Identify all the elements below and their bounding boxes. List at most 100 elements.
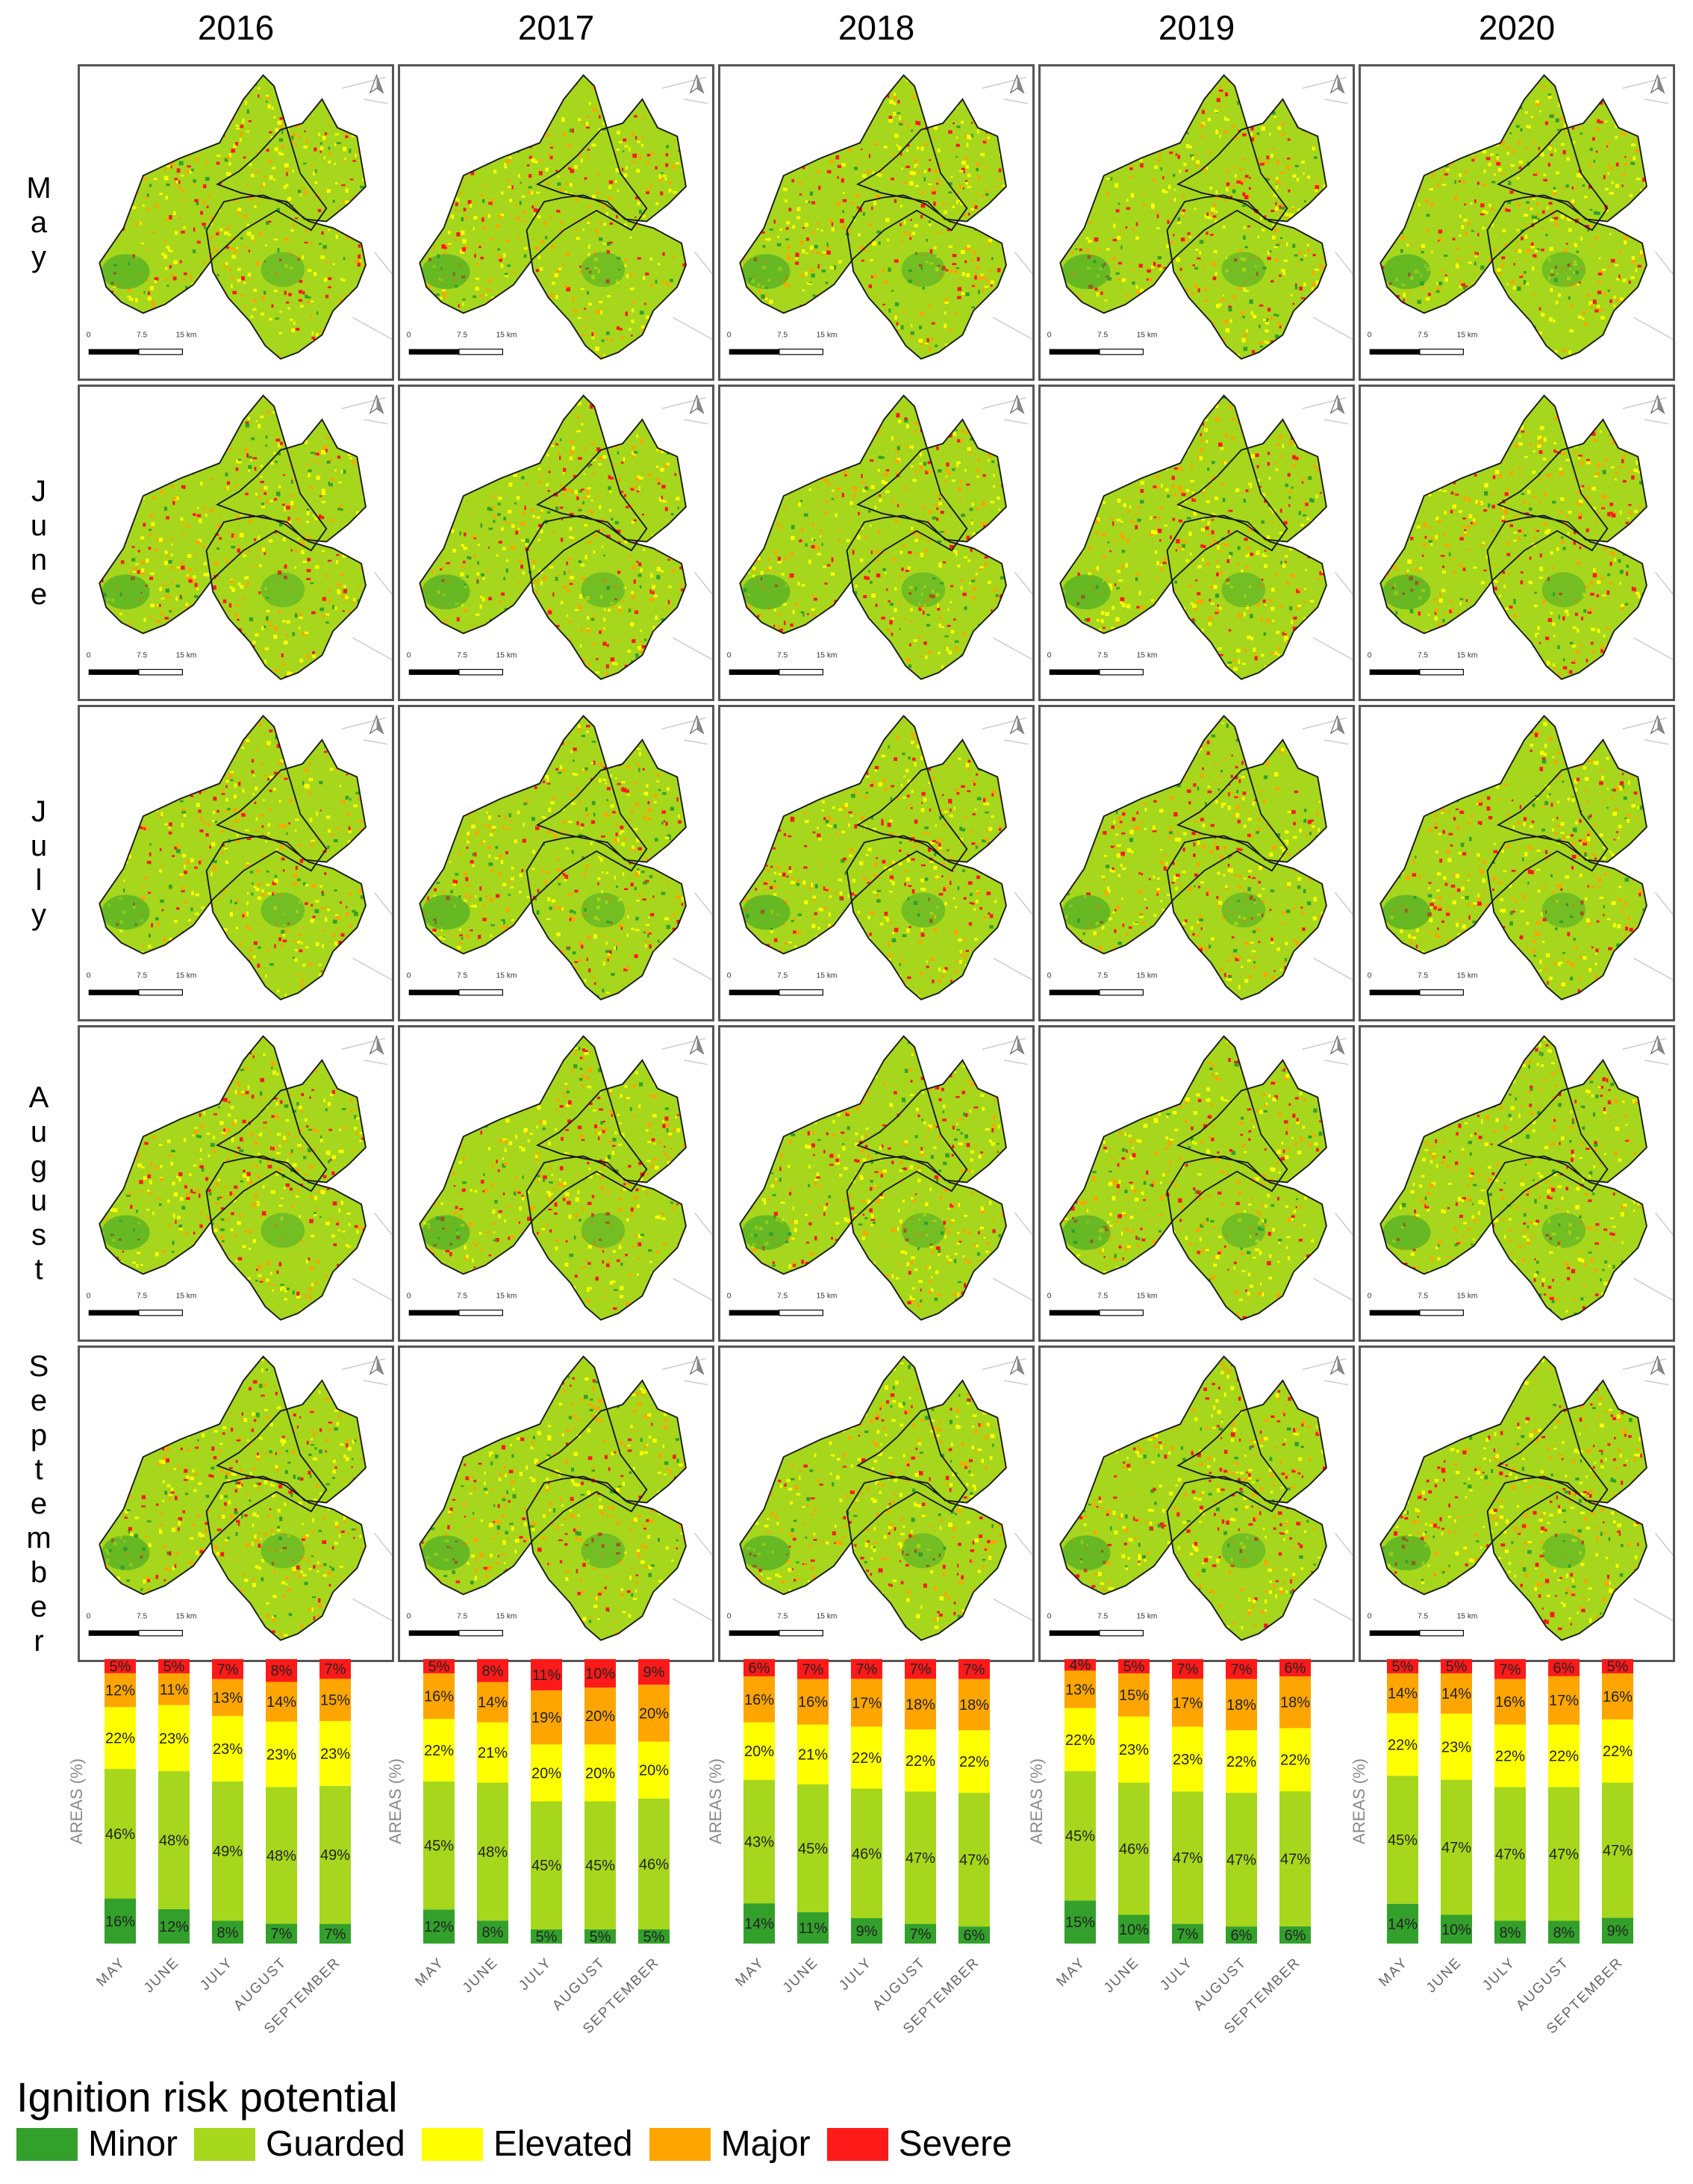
- map-panel-june-2017: 0 7.5 15 km: [398, 385, 714, 701]
- bar-segment-elevated-may: [1387, 1713, 1418, 1776]
- bar-value-label: 7%: [1177, 1926, 1199, 1943]
- bar-value-label: 6%: [1553, 1660, 1575, 1676]
- bar-segment-elevated-july: [1494, 1724, 1526, 1788]
- north-arrow-icon: [369, 394, 384, 414]
- scale-bar: 0 7.5 15 km: [727, 651, 837, 676]
- bar-value-label: 47%: [1173, 1850, 1203, 1867]
- scale-tick-label: 0: [1047, 651, 1052, 659]
- north-arrow-icon: [1650, 74, 1665, 94]
- bar-segment-severe-may: [1064, 1659, 1096, 1671]
- bar-value-label: 19%: [531, 1710, 561, 1726]
- bar-value-label: 21%: [478, 1745, 508, 1761]
- x-tick-label-june: JUNE: [1101, 1955, 1143, 1997]
- bar-segment-guarded-september: [638, 1798, 670, 1929]
- map-panel-may-2019: 0 7.5 15 km: [1038, 64, 1355, 381]
- bar-value-label: 43%: [744, 1834, 774, 1850]
- scale-tick-label: 7.5: [1418, 651, 1429, 659]
- scale-bar: 0 7.5 15 km: [407, 1292, 517, 1316]
- bar-value-label: 12%: [159, 1919, 189, 1935]
- bar-value-label: 22%: [1065, 1732, 1095, 1749]
- scale-bar: 0 7.5 15 km: [727, 331, 838, 355]
- map-panel-june-2018: 0 7.5 15 km: [718, 385, 1035, 701]
- legend-label-major: Major: [721, 2124, 811, 2165]
- bar-segment-elevated-august: [1226, 1730, 1257, 1793]
- scale-tick-label: 0: [407, 331, 411, 339]
- x-tick-label-june: JUNE: [780, 1955, 822, 1997]
- bar-chart-2016: AREAS (%) 16% 46% 22% 12% 5% MAY 12% 48% 23% 11% 5%…: [67, 1658, 351, 2037]
- bar-value-label: 45%: [1388, 1832, 1418, 1849]
- scale-tick-label: 15 km: [817, 971, 838, 980]
- bar-segment-elevated-august: [1548, 1724, 1580, 1788]
- scale-bar: 0 7.5 15 km: [1368, 1612, 1477, 1637]
- x-tick-label-july: JULY: [1480, 1955, 1518, 1994]
- scale-tick-label: 15 km: [176, 1612, 197, 1620]
- bar-segment-major-july: [531, 1690, 562, 1745]
- scale-tick-label: 15 km: [817, 331, 838, 339]
- north-arrow-icon: [1009, 394, 1025, 414]
- map-panel-september-2016: 0 7.5 15 km: [78, 1345, 394, 1662]
- bar-segment-severe-august: [584, 1659, 616, 1688]
- bar-segment-major-june: [477, 1681, 508, 1723]
- bar-segment-guarded-august: [1548, 1787, 1580, 1921]
- bar-value-label: 8%: [217, 1925, 239, 1941]
- bar-segment-minor-september: [1279, 1926, 1311, 1944]
- scale-tick-label: 0: [1368, 1292, 1372, 1300]
- bar-chart-2018: AREAS (%) 14% 43% 20% 16% 6% MAY 11% 45% 21% 16% 7%…: [706, 1659, 990, 2037]
- scale-tick-label: 15 km: [176, 971, 197, 980]
- bar-segment-severe-july: [1494, 1659, 1526, 1679]
- bar-value-label: 47%: [959, 1852, 989, 1869]
- bar-segment-severe-may: [743, 1659, 775, 1677]
- x-tick-label-july: JULY: [836, 1955, 875, 1994]
- scale-tick-label: 0: [727, 331, 732, 339]
- north-arrow-icon: [1650, 394, 1665, 414]
- scale-tick-label: 7.5: [1097, 1612, 1109, 1620]
- bar-segment-guarded-july: [1494, 1787, 1526, 1921]
- north-arrow-icon: [1009, 1355, 1025, 1375]
- scale-bar: 0 7.5 15 km: [1368, 331, 1477, 355]
- bar-value-label: 18%: [905, 1696, 935, 1713]
- bar-segment-minor-may: [105, 1898, 136, 1944]
- bar-value-label: 11%: [160, 1681, 189, 1698]
- bar-value-label: 18%: [959, 1697, 989, 1714]
- bar-segment-major-june: [158, 1673, 190, 1705]
- bar-segment-minor-may: [743, 1903, 775, 1944]
- bar-value-label: 7%: [910, 1661, 932, 1678]
- bar-chart-2017: AREAS (%) 12% 45% 22% 16% 5% MAY 8% 48% 21% 14% 8% J…: [386, 1659, 670, 2037]
- bar-segment-severe-may: [423, 1659, 455, 1674]
- y-axis-label: AREAS (%): [1027, 1758, 1046, 1844]
- scale-tick-label: 15 km: [1457, 1292, 1478, 1300]
- bar-value-label: 20%: [744, 1743, 774, 1760]
- year-label-2020: 2020: [1359, 7, 1675, 48]
- bar-segment-minor-july: [212, 1920, 243, 1944]
- bar-value-label: 9%: [1607, 1923, 1629, 1940]
- map-panel-june-2019: 0 7.5 15 km: [1038, 385, 1355, 701]
- bar-value-label: 20%: [639, 1705, 669, 1722]
- bar-value-label: 14%: [1388, 1686, 1418, 1702]
- scale-tick-label: 15 km: [1457, 971, 1478, 980]
- bar-segment-severe-august: [1548, 1659, 1580, 1676]
- scale-bar: 0 7.5 15 km: [727, 971, 838, 996]
- bar-segment-severe-august: [905, 1659, 936, 1679]
- bar-segment-guarded-august: [905, 1791, 936, 1924]
- bar-segment-guarded-september: [319, 1785, 351, 1924]
- bar-segment-elevated-may: [743, 1722, 775, 1780]
- north-arrow-icon: [1650, 1355, 1665, 1375]
- scale-tick-label: 0: [407, 651, 411, 659]
- bar-value-label: 16%: [1603, 1689, 1633, 1705]
- scale-bar: 0 7.5 15 km: [1368, 1292, 1478, 1316]
- scale-tick-label: 0: [87, 1292, 91, 1300]
- bar-segment-guarded-may: [423, 1781, 455, 1910]
- bar-value-label: 49%: [213, 1844, 243, 1860]
- scale-tick-label: 7.5: [137, 651, 148, 659]
- bar-segment-major-july: [851, 1679, 882, 1727]
- map-panel-september-2020: 0 7.5 15 km: [1359, 1345, 1675, 1662]
- bar-segment-guarded-august: [584, 1801, 616, 1929]
- bar-value-label: 11%: [799, 1920, 828, 1937]
- year-label-2019: 2019: [1038, 7, 1355, 48]
- x-tick-label-june: JUNE: [1424, 1955, 1465, 1997]
- legend-items: Minor Guarded Elevated Major Severe: [16, 2124, 1029, 2165]
- bar-segment-guarded-june: [1441, 1779, 1472, 1915]
- bar-value-label: 9%: [643, 1664, 665, 1681]
- scale-tick-label: 7.5: [457, 1292, 468, 1300]
- bar-value-label: 7%: [1500, 1661, 1521, 1678]
